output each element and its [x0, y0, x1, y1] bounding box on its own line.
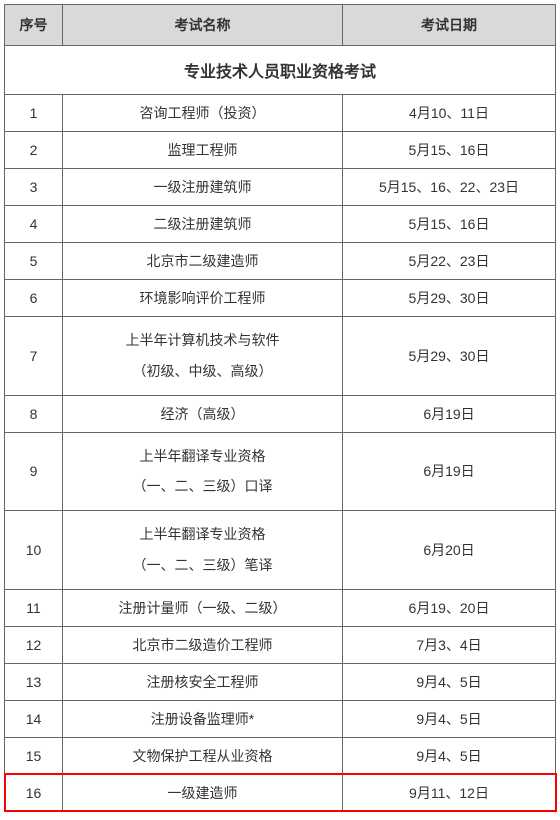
table-row: 11注册计量师（一级、二级）6月19、20日 [5, 589, 556, 626]
cell-name: 注册计量师（一级、二级） [63, 589, 343, 626]
cell-name: 二级注册建筑师 [63, 206, 343, 243]
cell-name: 经济（高级） [63, 395, 343, 432]
table-row: 14注册设备监理师*9月4、5日 [5, 700, 556, 737]
table-row: 9上半年翻译专业资格（一、二、三级）口译6月19日 [5, 432, 556, 511]
cell-name: 注册核安全工程师 [63, 663, 343, 700]
table-row: 3一级注册建筑师5月15、16、22、23日 [5, 169, 556, 206]
header-seq: 序号 [5, 5, 63, 46]
cell-seq: 11 [5, 589, 63, 626]
cell-name: 上半年翻译专业资格（一、二、三级）笔译 [63, 511, 343, 590]
cell-name: 环境影响评价工程师 [63, 280, 343, 317]
cell-date: 5月29、30日 [343, 317, 556, 396]
cell-date: 4月10、11日 [343, 95, 556, 132]
cell-seq: 10 [5, 511, 63, 590]
header-date: 考试日期 [343, 5, 556, 46]
cell-name: 北京市二级造价工程师 [63, 626, 343, 663]
cell-seq: 16 [5, 774, 63, 811]
cell-seq: 5 [5, 243, 63, 280]
table-row: 12北京市二级造价工程师7月3、4日 [5, 626, 556, 663]
cell-name: 上半年翻译专业资格（一、二、三级）口译 [63, 432, 343, 511]
section-header-row: 专业技术人员职业资格考试 [5, 46, 556, 95]
header-name: 考试名称 [63, 5, 343, 46]
cell-seq: 4 [5, 206, 63, 243]
cell-seq: 12 [5, 626, 63, 663]
cell-seq: 1 [5, 95, 63, 132]
table-row: 1咨询工程师（投资）4月10、11日 [5, 95, 556, 132]
cell-name: 文物保护工程从业资格 [63, 737, 343, 774]
cell-date: 9月4、5日 [343, 663, 556, 700]
cell-date: 6月19、20日 [343, 589, 556, 626]
table-row: 4二级注册建筑师5月15、16日 [5, 206, 556, 243]
cell-date: 6月19日 [343, 395, 556, 432]
cell-seq: 7 [5, 317, 63, 396]
cell-name: 注册设备监理师* [63, 700, 343, 737]
table-row: 5北京市二级建造师5月22、23日 [5, 243, 556, 280]
table-row: 2监理工程师5月15、16日 [5, 132, 556, 169]
table-row: 10上半年翻译专业资格（一、二、三级）笔译6月20日 [5, 511, 556, 590]
cell-seq: 15 [5, 737, 63, 774]
cell-name: 一级建造师 [63, 774, 343, 811]
cell-name: 上半年计算机技术与软件（初级、中级、高级） [63, 317, 343, 396]
table-row: 6环境影响评价工程师5月29、30日 [5, 280, 556, 317]
cell-date: 5月15、16、22、23日 [343, 169, 556, 206]
cell-date: 7月3、4日 [343, 626, 556, 663]
cell-date: 5月29、30日 [343, 280, 556, 317]
cell-name: 一级注册建筑师 [63, 169, 343, 206]
cell-date: 6月19日 [343, 432, 556, 511]
table-row: 15文物保护工程从业资格9月4、5日 [5, 737, 556, 774]
cell-date: 9月11、12日 [343, 774, 556, 811]
table-header: 序号 考试名称 考试日期 [5, 5, 556, 46]
section-title: 专业技术人员职业资格考试 [5, 46, 556, 95]
cell-seq: 8 [5, 395, 63, 432]
cell-date: 9月4、5日 [343, 700, 556, 737]
table-row: 8经济（高级）6月19日 [5, 395, 556, 432]
cell-name: 咨询工程师（投资） [63, 95, 343, 132]
cell-date: 5月22、23日 [343, 243, 556, 280]
exam-schedule-table: 序号 考试名称 考试日期 专业技术人员职业资格考试 1咨询工程师（投资）4月10… [4, 4, 556, 812]
cell-name: 北京市二级建造师 [63, 243, 343, 280]
cell-seq: 9 [5, 432, 63, 511]
cell-name: 监理工程师 [63, 132, 343, 169]
table-body: 专业技术人员职业资格考试 1咨询工程师（投资）4月10、11日2监理工程师5月1… [5, 46, 556, 812]
cell-seq: 14 [5, 700, 63, 737]
cell-seq: 3 [5, 169, 63, 206]
cell-date: 9月4、5日 [343, 737, 556, 774]
cell-date: 6月20日 [343, 511, 556, 590]
table-row: 13注册核安全工程师9月4、5日 [5, 663, 556, 700]
cell-seq: 6 [5, 280, 63, 317]
cell-date: 5月15、16日 [343, 132, 556, 169]
cell-seq: 2 [5, 132, 63, 169]
table-row: 7上半年计算机技术与软件（初级、中级、高级）5月29、30日 [5, 317, 556, 396]
cell-date: 5月15、16日 [343, 206, 556, 243]
table-row: 16一级建造师9月11、12日 [5, 774, 556, 811]
cell-seq: 13 [5, 663, 63, 700]
